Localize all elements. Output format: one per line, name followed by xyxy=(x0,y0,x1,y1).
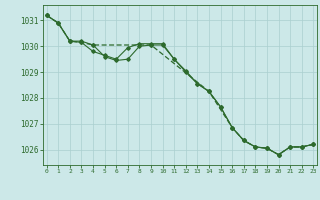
Text: Graphe pression niveau de la mer (hPa): Graphe pression niveau de la mer (hPa) xyxy=(65,184,255,193)
